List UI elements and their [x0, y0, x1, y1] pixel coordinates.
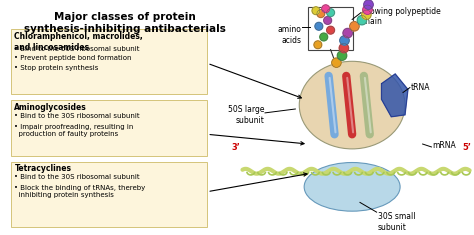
FancyBboxPatch shape — [11, 161, 207, 227]
FancyBboxPatch shape — [11, 29, 207, 94]
Circle shape — [357, 16, 366, 25]
Circle shape — [315, 22, 323, 30]
Polygon shape — [382, 74, 408, 117]
Text: • Bind to the 50S ribosomal subunit: • Bind to the 50S ribosomal subunit — [14, 46, 140, 52]
Text: 30S small
subunit: 30S small subunit — [378, 212, 415, 231]
Text: tRNA: tRNA — [411, 83, 430, 92]
Circle shape — [362, 10, 371, 20]
FancyBboxPatch shape — [308, 7, 353, 50]
Text: Aminoglycosides: Aminoglycosides — [14, 103, 87, 112]
Text: • Bind to the 30S ribosomal subunit: • Bind to the 30S ribosomal subunit — [14, 174, 140, 180]
Text: Major classes of protein
synthesis-inhibiting antibacterials: Major classes of protein synthesis-inhib… — [24, 12, 226, 34]
Text: Tetracyclines: Tetracyclines — [14, 164, 72, 173]
Circle shape — [322, 5, 329, 13]
Text: • Prevent peptide bond formation: • Prevent peptide bond formation — [14, 55, 132, 62]
Circle shape — [343, 28, 352, 38]
Circle shape — [364, 0, 373, 9]
Ellipse shape — [299, 61, 405, 149]
Text: • Bind to the 30S ribosomal subunit: • Bind to the 30S ribosomal subunit — [14, 113, 140, 119]
Ellipse shape — [304, 163, 400, 211]
Text: 3’: 3’ — [232, 143, 240, 153]
Circle shape — [363, 5, 372, 14]
Circle shape — [314, 41, 322, 49]
Text: 5’: 5’ — [463, 143, 472, 153]
Circle shape — [320, 33, 328, 41]
Circle shape — [317, 10, 325, 18]
Text: growing polypeptide
chain: growing polypeptide chain — [362, 7, 441, 26]
Text: • Block the binding of tRNAs, thereby
  inhibiting protein synthesis: • Block the binding of tRNAs, thereby in… — [14, 185, 146, 198]
Circle shape — [324, 16, 332, 24]
Circle shape — [332, 58, 341, 67]
Circle shape — [337, 51, 346, 60]
Text: • Impair proofreading, resulting in
  production of faulty proteins: • Impair proofreading, resulting in prod… — [14, 124, 134, 137]
Text: 50S large
subunit: 50S large subunit — [228, 105, 264, 125]
Circle shape — [339, 43, 348, 53]
Text: mRNA: mRNA — [432, 141, 456, 150]
FancyBboxPatch shape — [11, 100, 207, 156]
Circle shape — [350, 22, 359, 31]
Circle shape — [312, 7, 320, 15]
Circle shape — [327, 9, 335, 16]
Text: amino
acids: amino acids — [277, 25, 301, 45]
Text: • Stop protein synthesis: • Stop protein synthesis — [14, 65, 99, 71]
Circle shape — [327, 26, 335, 34]
Text: Chloramphenicol, macrolides,
and lincosamides: Chloramphenicol, macrolides, and lincosa… — [14, 32, 143, 52]
Circle shape — [340, 36, 349, 45]
